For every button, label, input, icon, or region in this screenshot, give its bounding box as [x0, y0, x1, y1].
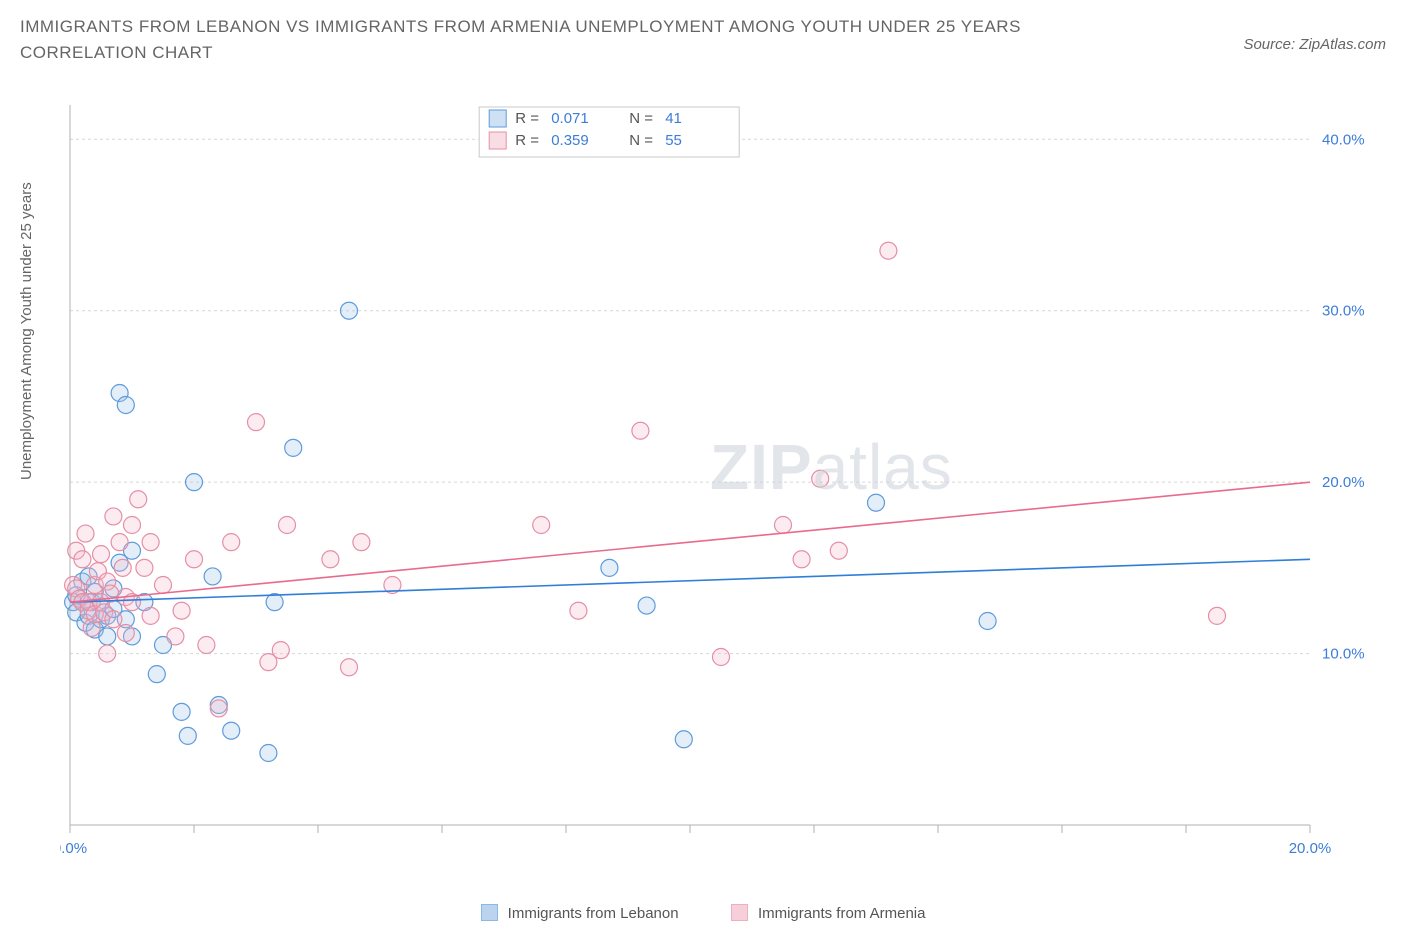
plot-area: 10.0% 20.0% 30.0% 40.0% 0.0% 20.0% R = 0.071 N =… — [60, 95, 1380, 865]
svg-text:0.071: 0.071 — [551, 110, 589, 127]
bottom-legend: Immigrants from Lebanon Immigrants from … — [0, 904, 1406, 922]
scatter-svg: 10.0% 20.0% 30.0% 40.0% 0.0% 20.0% R = 0.071 N =… — [60, 95, 1380, 865]
legend-item-armenia: Immigrants from Armenia — [731, 905, 926, 922]
svg-text:20.0%: 20.0% — [1322, 474, 1365, 491]
svg-text:N =: N = — [629, 132, 653, 149]
legend-swatch-armenia — [731, 904, 748, 921]
svg-text:41: 41 — [665, 110, 682, 127]
svg-text:0.0%: 0.0% — [60, 840, 87, 857]
svg-text:0.359: 0.359 — [551, 132, 589, 149]
svg-text:10.0%: 10.0% — [1322, 646, 1365, 663]
svg-text:N =: N = — [629, 110, 653, 127]
svg-text:30.0%: 30.0% — [1322, 303, 1365, 320]
y-axis-label: Unemployment Among Youth under 25 years — [18, 182, 35, 480]
svg-text:R =: R = — [515, 132, 539, 149]
chart-title: IMMIGRANTS FROM LEBANON VS IMMIGRANTS FR… — [20, 14, 1120, 65]
svg-text:20.0%: 20.0% — [1289, 840, 1332, 857]
header: IMMIGRANTS FROM LEBANON VS IMMIGRANTS FR… — [0, 0, 1406, 71]
legend-label-armenia: Immigrants from Armenia — [758, 905, 926, 922]
source-label: Source: ZipAtlas.com — [1243, 14, 1386, 53]
legend-item-lebanon: Immigrants from Lebanon — [481, 905, 683, 922]
legend-label-lebanon: Immigrants from Lebanon — [508, 905, 679, 922]
legend-swatch-lebanon — [481, 904, 498, 921]
svg-text:R =: R = — [515, 110, 539, 127]
svg-text:55: 55 — [665, 132, 682, 149]
svg-text:40.0%: 40.0% — [1322, 131, 1365, 148]
